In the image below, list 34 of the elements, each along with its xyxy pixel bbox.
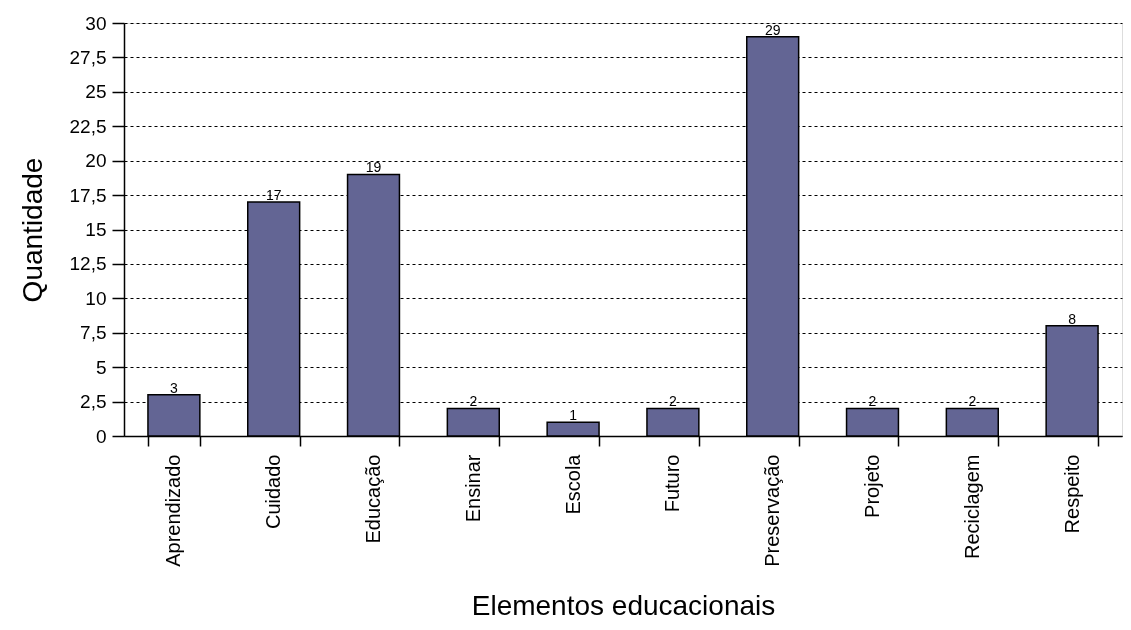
data-label: 29 (764, 21, 781, 38)
data-label: 2 (669, 393, 677, 410)
y-tick-label: 10 (85, 287, 107, 309)
y-tick-label: 5 (95, 356, 107, 378)
data-label: 2 (868, 393, 877, 410)
data-label: 8 (1068, 310, 1077, 327)
x-tick-label: Projeto (861, 454, 883, 518)
y-tick-label: 15 (85, 219, 107, 240)
x-tick-label: Ensinar (461, 454, 484, 523)
y-axis-title: Quantidade (16, 157, 48, 303)
x-tick-label: Futuro (661, 454, 684, 513)
y-tick-label: 0 (95, 425, 107, 447)
y-tick-label: 7,5 (80, 322, 107, 344)
data-label: 1 (569, 407, 578, 424)
data-label: 19 (365, 159, 382, 176)
data-label: 2 (469, 393, 478, 410)
y-tick-label: 25 (85, 81, 107, 103)
y-tick-label: 30 (85, 12, 107, 34)
y-tick-label: 20 (85, 150, 107, 172)
x-axis-title: Elementos educacionais (471, 589, 776, 621)
y-tick-label: 27,5 (69, 46, 107, 68)
x-tick-label: Respeito (1060, 454, 1083, 534)
x-tick-label: Aprendizado (162, 454, 185, 567)
x-tick-label: Cuidado (262, 454, 285, 530)
y-tick-label: 17,5 (69, 184, 107, 206)
x-tick-label: Escola (561, 453, 584, 515)
x-tick-label: Reciclagem (960, 454, 983, 559)
y-tick-label: 2,5 (80, 391, 107, 413)
x-tick-label: Educação (362, 454, 384, 544)
data-label: 3 (170, 379, 178, 396)
x-tick-label: Preservação (761, 454, 784, 567)
y-tick-label: 12,5 (69, 253, 107, 275)
y-tick-label: 22,5 (69, 115, 107, 137)
data-label: 17 (265, 186, 282, 203)
